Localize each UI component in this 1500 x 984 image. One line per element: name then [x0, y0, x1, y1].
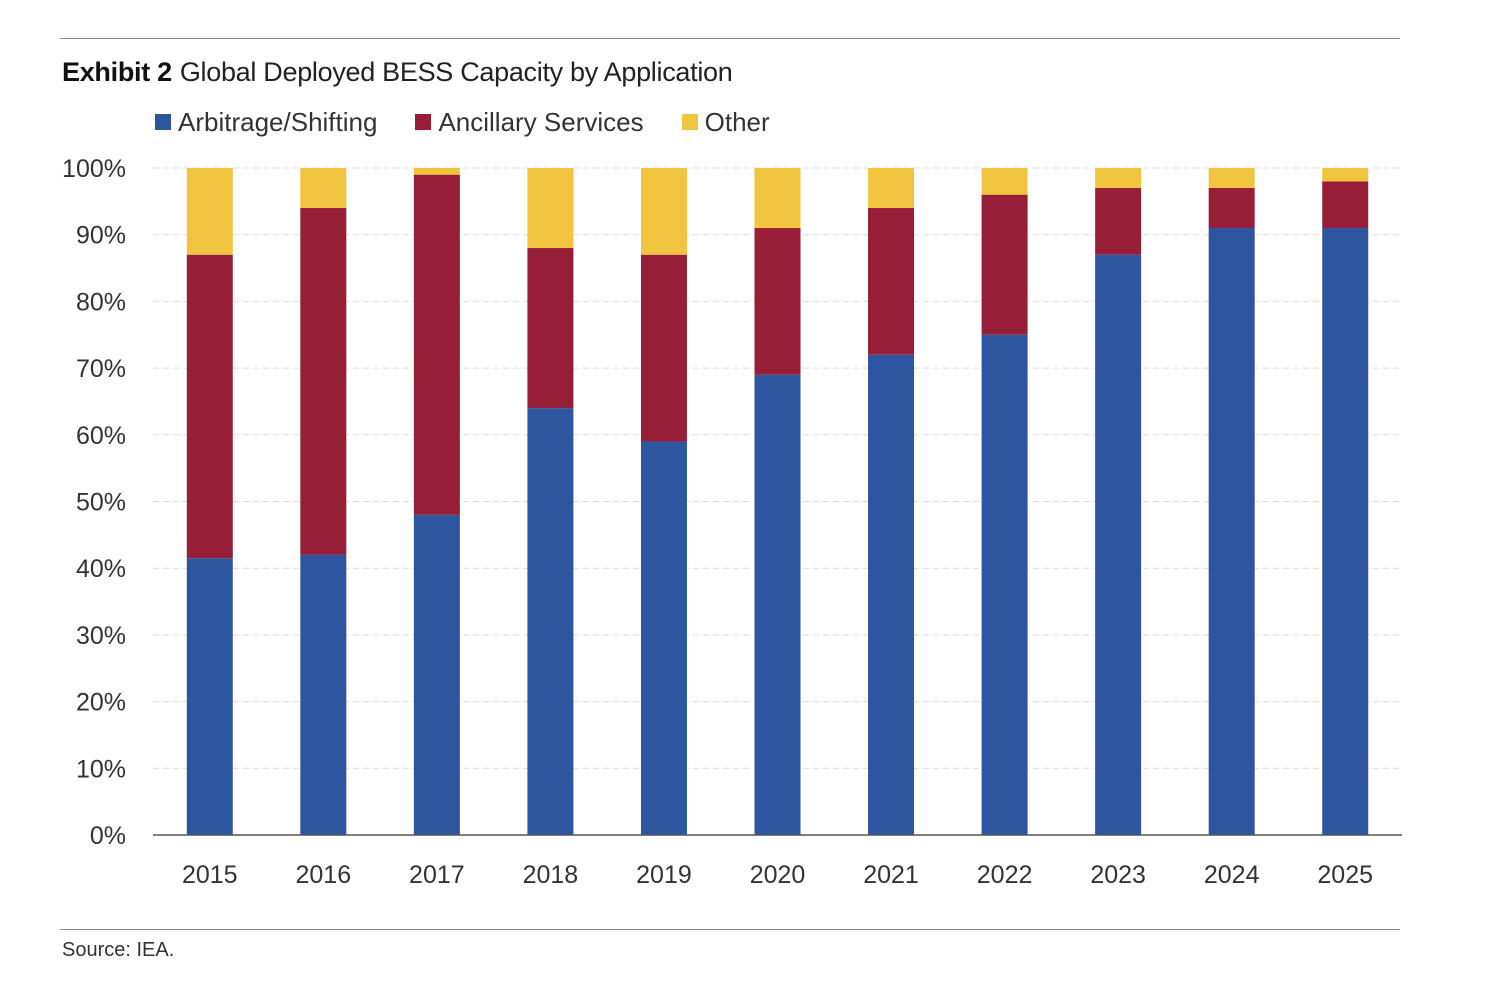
y-tick-label: 70% [76, 355, 126, 383]
bar-segment-arbitrage-shifting-2020 [754, 374, 801, 835]
y-tick-label: 100% [62, 155, 126, 183]
legend-label-other: Other [704, 107, 770, 137]
x-tick-label: 2021 [863, 861, 919, 889]
bar-segment-other-2022 [981, 168, 1028, 195]
y-tick-label: 50% [76, 489, 126, 517]
legend: Arbitrage/Shifting Ancillary Services Ot… [155, 106, 808, 138]
x-tick-label: 2015 [182, 861, 238, 889]
bar-segment-ancillary-services-2023 [1095, 188, 1142, 255]
y-tick-label: 30% [76, 622, 126, 650]
y-tick-label: 60% [76, 422, 126, 450]
bar-segment-ancillary-services-2019 [640, 254, 687, 442]
bar-segment-ancillary-services-2016 [300, 208, 347, 555]
bar-segment-other-2018 [527, 168, 574, 249]
bar-segment-arbitrage-shifting-2016 [300, 554, 347, 835]
bar-segment-other-2016 [300, 168, 347, 209]
bar-segment-arbitrage-shifting-2023 [1095, 254, 1142, 835]
y-tick-label: 80% [76, 288, 126, 316]
source-note: Source: IEA. [62, 939, 175, 961]
bar-segment-other-2020 [754, 168, 801, 229]
bar-segment-arbitrage-shifting-2025 [1322, 228, 1369, 835]
bar-segment-ancillary-services-2022 [981, 194, 1028, 335]
x-tick-label: 2024 [1204, 861, 1260, 889]
x-tick-label: 2020 [750, 861, 806, 889]
exhibit-label: Exhibit 2 [62, 57, 172, 87]
y-tick-label: 10% [76, 755, 126, 783]
bar-segment-arbitrage-shifting-2019 [640, 441, 687, 835]
bar-segment-other-2019 [640, 168, 687, 255]
legend-item-other: Other [681, 106, 770, 138]
bottom-rule [60, 929, 1400, 930]
bar-segment-arbitrage-shifting-2024 [1208, 228, 1255, 835]
x-tick-label: 2018 [523, 861, 579, 889]
x-tick-label: 2019 [636, 861, 692, 889]
bar-segment-arbitrage-shifting-2018 [527, 408, 574, 835]
bar-layer [186, 168, 1369, 835]
legend-label-arbitrage: Arbitrage/Shifting [178, 107, 378, 137]
bar-segment-arbitrage-shifting-2022 [981, 334, 1028, 835]
bar-segment-other-2021 [868, 168, 915, 209]
legend-label-ancillary: Ancillary Services [438, 107, 644, 137]
legend-item-ancillary: Ancillary Services [415, 106, 644, 138]
bar-segment-other-2024 [1208, 168, 1255, 189]
bar-segment-arbitrage-shifting-2021 [868, 354, 915, 835]
x-tick-label: 2023 [1090, 861, 1146, 889]
x-tick-label: 2025 [1317, 861, 1373, 889]
legend-item-arbitrage: Arbitrage/Shifting [155, 106, 377, 138]
y-tick-label: 0% [90, 822, 126, 850]
y-tick-label: 20% [76, 689, 126, 717]
legend-swatch-ancillary [415, 114, 432, 130]
bar-segment-ancillary-services-2024 [1208, 188, 1255, 229]
y-tick-label: 90% [76, 222, 126, 250]
bar-segment-ancillary-services-2017 [413, 174, 460, 515]
bar-segment-ancillary-services-2018 [527, 248, 574, 409]
label-layer: 0% 10% 20% 30% 40% 50% 60% 70% 80% 90% 100% 2015 201… [62, 155, 1373, 889]
x-tick-label: 2016 [296, 861, 352, 889]
bar-segment-other-2023 [1095, 168, 1142, 189]
legend-swatch-other [681, 114, 698, 130]
title-text: Global Deployed BESS Capacity by Applica… [179, 57, 733, 87]
chart-title: Exhibit 2 Global Deployed BESS Capacity b… [62, 56, 733, 88]
x-tick-label: 2017 [409, 861, 465, 889]
bar-segment-arbitrage-shifting-2015 [186, 558, 233, 835]
bar-segment-arbitrage-shifting-2017 [413, 514, 460, 835]
bar-segment-ancillary-services-2015 [186, 254, 233, 559]
y-tick-label: 40% [76, 555, 126, 583]
legend-swatch-arbitrage [155, 114, 171, 130]
bar-segment-ancillary-services-2025 [1322, 181, 1369, 229]
bar-segment-other-2017 [413, 168, 460, 175]
bar-segment-ancillary-services-2021 [868, 208, 915, 355]
bar-segment-ancillary-services-2020 [754, 228, 801, 375]
bar-segment-other-2015 [186, 168, 233, 255]
x-tick-label: 2022 [977, 861, 1033, 889]
top-rule [60, 38, 1400, 39]
bar-segment-other-2025 [1322, 168, 1369, 182]
